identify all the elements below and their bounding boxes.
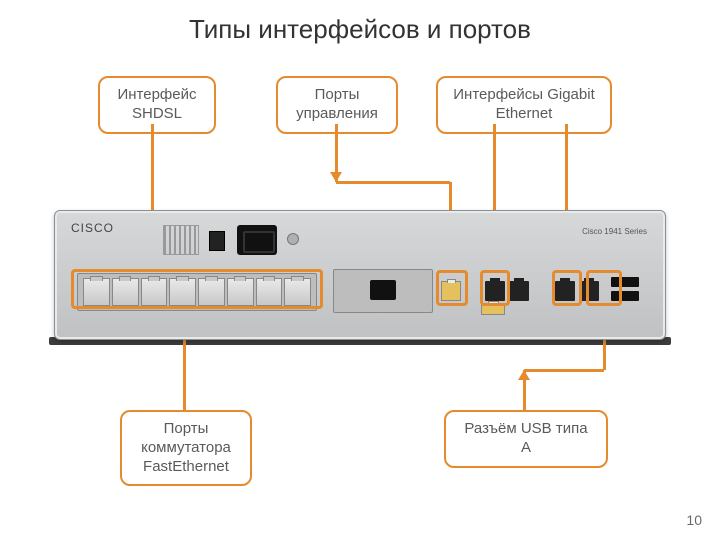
highlight-fastethernet [71, 269, 323, 309]
callout-line: FastEthernet [134, 458, 238, 477]
ge-port-1 [509, 281, 529, 301]
callout-line: управления [290, 105, 384, 124]
series-label: Cisco 1941 Series [582, 227, 647, 236]
callout-line: Разъём USB типа [458, 420, 594, 439]
brand-label: CISCO [71, 221, 114, 235]
highlight-gige-left [480, 270, 510, 306]
highlight-mgmt [436, 270, 468, 306]
callout-line: Ethernet [450, 105, 598, 124]
vent-grille [163, 225, 199, 255]
grounding-screw [287, 233, 299, 245]
callout-usb: Разъём USB типа A [444, 410, 608, 468]
power-inlet [237, 225, 277, 255]
shdsl-port [370, 280, 396, 300]
callout-gige: Интерфейсы Gigabit Ethernet [436, 76, 612, 134]
callout-line: Интерфейс [112, 86, 202, 105]
callout-line: Интерфейсы Gigabit [450, 86, 598, 105]
callout-line: SHDSL [112, 105, 202, 124]
callout-fastethernet: Порты коммутатора FastEthernet [120, 410, 252, 486]
callout-line: A [458, 439, 594, 458]
callout-shdsl: Интерфейс SHDSL [98, 76, 216, 134]
callout-line: коммутатора [134, 439, 238, 458]
power-switch [209, 231, 225, 251]
callout-line: Порты [290, 86, 384, 105]
highlight-usb [586, 270, 622, 306]
page-title: Типы интерфейсов и портов [0, 14, 720, 45]
module-ehwic [333, 269, 433, 313]
page-number: 10 [686, 512, 702, 528]
arrow-segment [336, 181, 450, 184]
callout-line: Порты [134, 420, 238, 439]
arrow-segment [524, 369, 604, 372]
highlight-gige-right [552, 270, 582, 306]
